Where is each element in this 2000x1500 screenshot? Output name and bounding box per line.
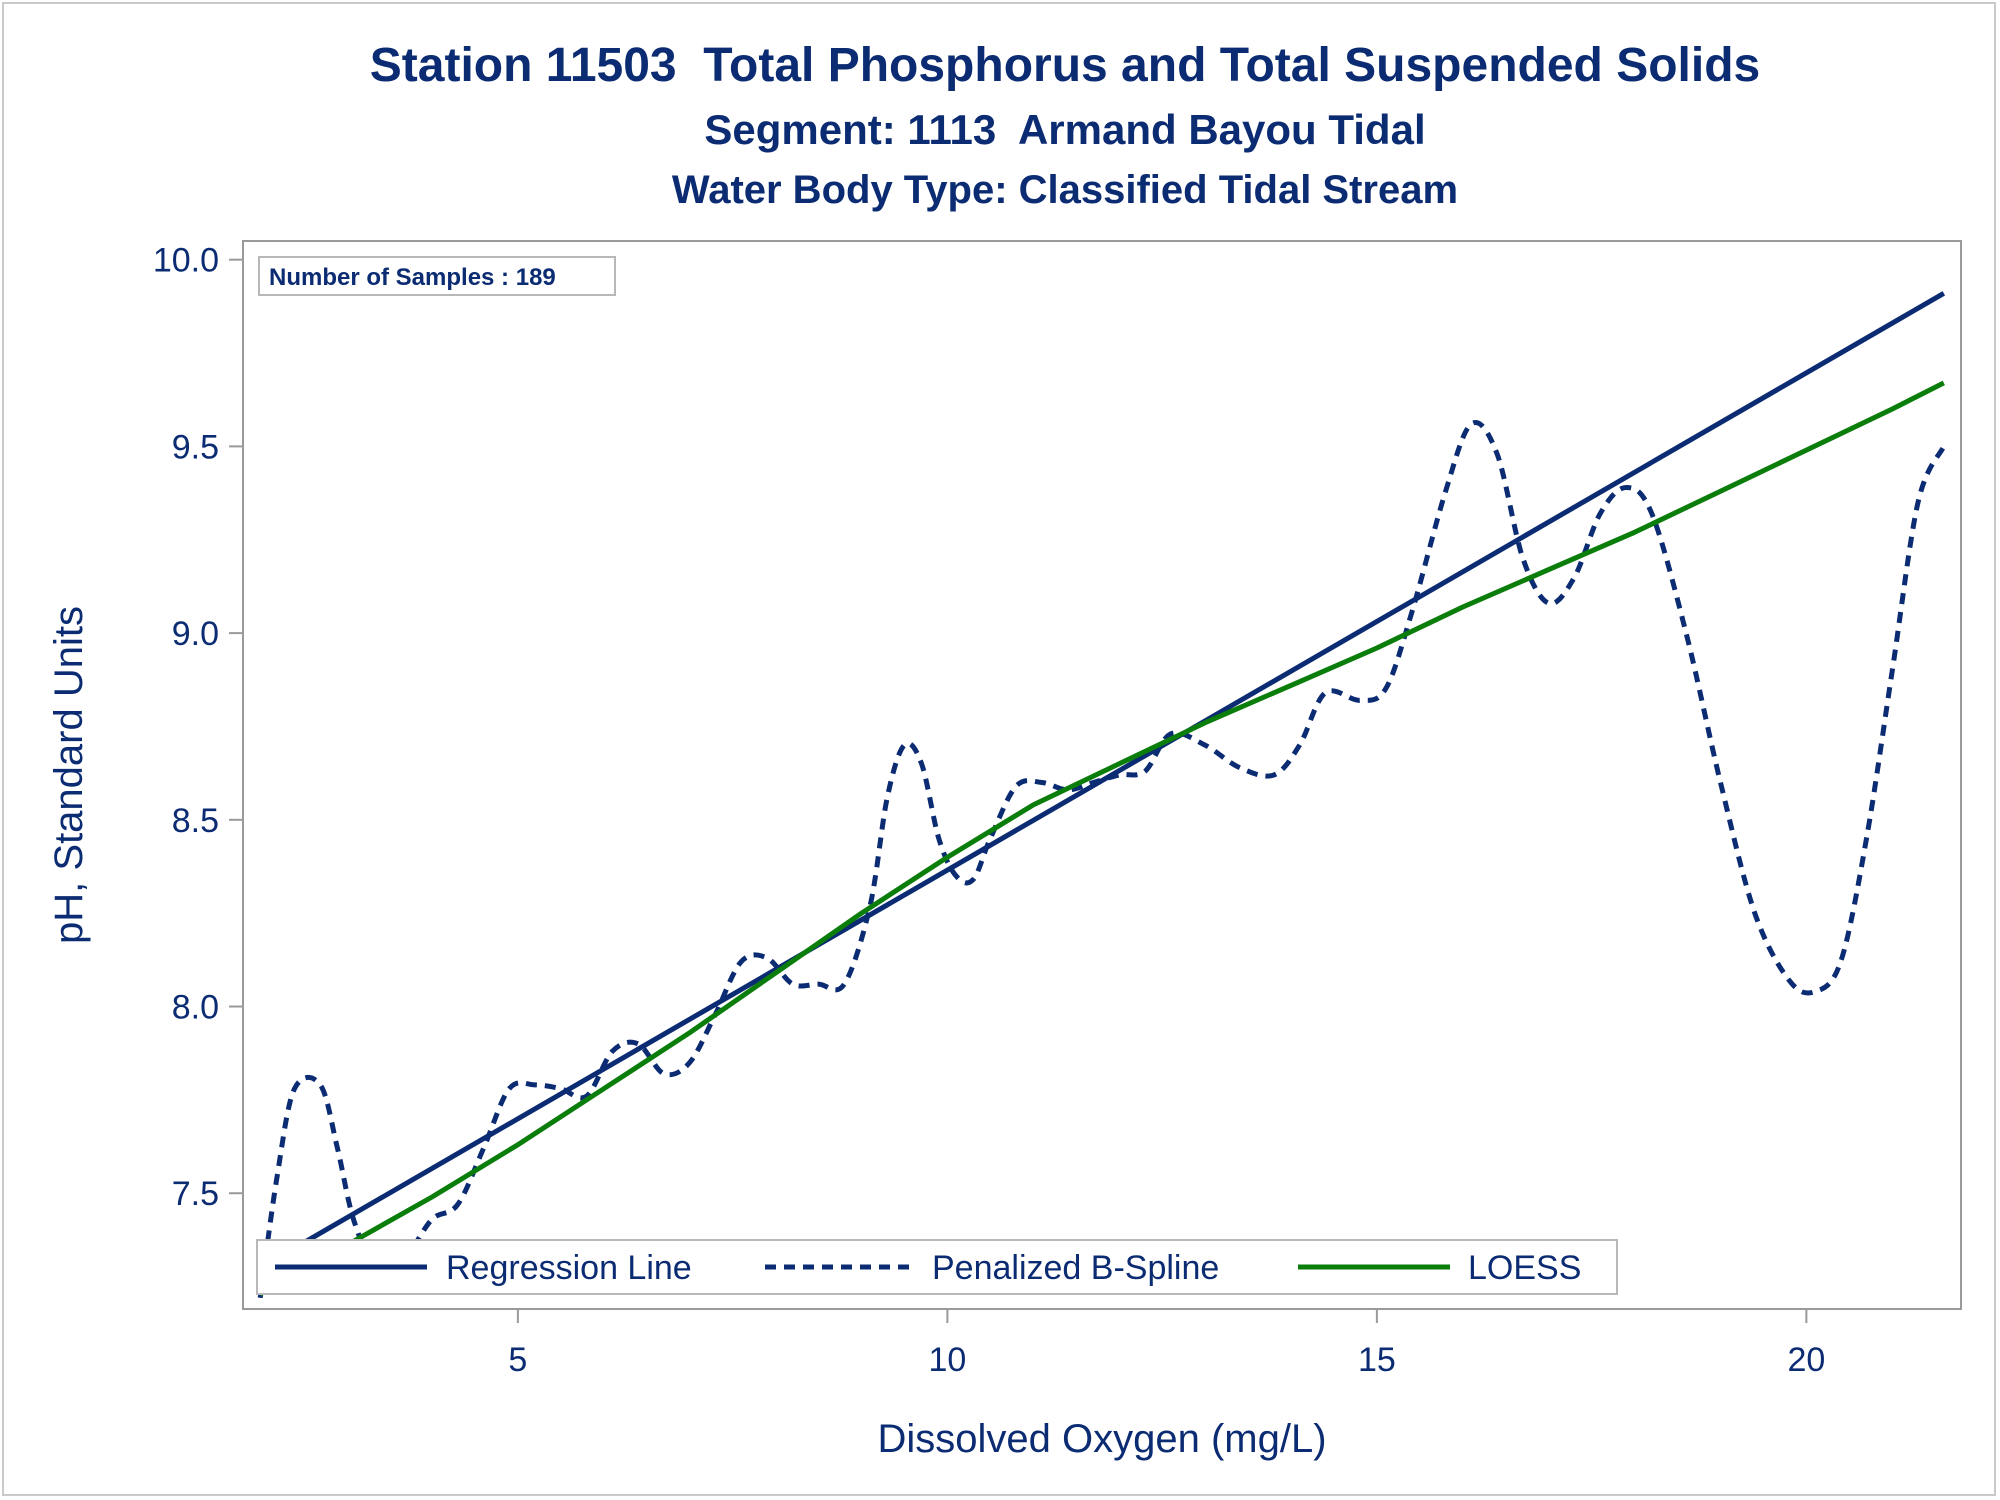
legend-label: Penalized B-Spline xyxy=(932,1249,1219,1287)
x-axis-label: Dissolved Oxygen (mg/L) xyxy=(877,1417,1326,1461)
chart-subtitle-segment: Segment: 1113 Armand Bayou Tidal xyxy=(704,106,1426,153)
x-tick-label: 15 xyxy=(1358,1341,1396,1379)
x-tick-label: 10 xyxy=(928,1341,966,1379)
legend: Regression Line Penalized B-Spline LOESS xyxy=(256,1239,1618,1295)
legend-label: LOESS xyxy=(1468,1249,1581,1287)
y-tick-label: 10.0 xyxy=(153,242,219,280)
sample-count-text: Number of Samples : 189 xyxy=(269,264,556,291)
legend-label: Regression Line xyxy=(446,1249,692,1287)
x-tick-label: 20 xyxy=(1787,1341,1825,1379)
sample-count-annotation: Number of Samples : 189 xyxy=(258,256,616,296)
plot-area xyxy=(242,240,1962,1310)
x-tick-label: 5 xyxy=(508,1341,527,1379)
y-tick-label: 8.5 xyxy=(172,802,219,840)
y-tick-label: 8.0 xyxy=(172,989,219,1027)
x-axis: 5 10 15 20 xyxy=(508,1309,1825,1379)
chart-subtitle-water-body: Water Body Type: Classified Tidal Stream xyxy=(671,168,1459,212)
series-layer xyxy=(257,291,1947,1299)
y-axis-label: pH, Standard Units xyxy=(47,606,91,944)
y-axis: 7.5 8.0 8.5 9.0 9.5 10.0 xyxy=(153,242,243,1213)
loess-line xyxy=(258,380,1945,1297)
y-tick-label: 9.0 xyxy=(172,615,219,653)
y-tick-label: 7.5 xyxy=(172,1175,219,1213)
regression-line xyxy=(258,291,1946,1271)
penalized-b-spline-line xyxy=(257,420,1947,1299)
chart-title: Station 11503 Total Phosphorus and Total… xyxy=(369,39,1761,92)
y-tick-label: 9.5 xyxy=(172,428,219,466)
